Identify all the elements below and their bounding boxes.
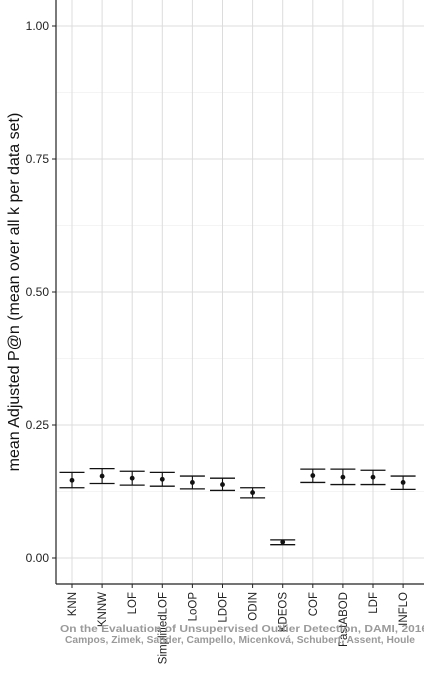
error-bars [59, 467, 416, 546]
mean-point [190, 480, 195, 485]
x-tick-label: ODIN [248, 592, 260, 621]
x-tick-label: KNNW [97, 592, 109, 627]
mean-point [220, 482, 225, 487]
y-tick-label: 0.00 [26, 551, 50, 565]
x-tick-label: KNN [67, 592, 79, 616]
grid-lines [56, 0, 424, 584]
mean-point [250, 490, 256, 495]
y-tick-label: 1.00 [26, 19, 50, 33]
x-tick-label: COF [308, 592, 320, 616]
errorbar-simplifiedlof [149, 471, 175, 487]
watermark: On the Evaluation of Unsupervised Outlie… [60, 624, 424, 646]
errorbar-kdeos [270, 539, 296, 546]
y-tick-label: 0.50 [26, 285, 50, 299]
errorbar-knn [59, 471, 85, 489]
errorbar-knnw [89, 467, 115, 485]
errorbar-loop [179, 475, 205, 490]
mean-point [370, 474, 376, 480]
errorbar-lof [119, 470, 145, 486]
errorbar-ldf [360, 469, 386, 486]
x-tick-label: FastABOD [338, 592, 350, 647]
x-tick-label: INFLO [398, 592, 410, 626]
mean-point [400, 480, 406, 485]
errorbar-fastabod [330, 468, 356, 486]
x-tick-label: SimplifiedLOF [157, 592, 169, 664]
errorbar-odin [240, 487, 266, 499]
mean-point [340, 474, 346, 480]
y-tick-label: 0.25 [26, 418, 50, 432]
x-tick-label: KDEOS [278, 592, 290, 633]
mean-point [310, 473, 316, 478]
mean-point [129, 475, 135, 481]
y-tick-label: 0.75 [26, 152, 50, 166]
x-tick-label: LOF [127, 592, 139, 614]
x-tick-label: LoOP [187, 592, 199, 622]
watermark-line-2: Campos, Zimek, Sander, Campello, Micenko… [65, 635, 415, 646]
x-tick-label: LDF [368, 592, 380, 614]
x-tick-label: LDOF [218, 592, 230, 623]
mean-point [159, 476, 165, 482]
errorbar-inflo [390, 475, 416, 491]
x-tick-labels: KNN KNNW LOF SimplifiedLOF LoOP LDOF ODIN KDEOS… [67, 584, 410, 664]
watermark-line-1: On the Evaluation of Unsupervised Outlie… [60, 624, 424, 635]
mean-point [69, 477, 75, 483]
y-axis-title: mean Adjusted P@n (mean over all k per d… [6, 113, 23, 472]
y-ticks: 0.00 0.25 0.50 0.75 1.00 [26, 19, 56, 565]
mean-point [99, 473, 105, 479]
errorbar-ldof [210, 477, 235, 492]
mean-point [280, 539, 286, 545]
errorbar-cof [300, 468, 326, 484]
